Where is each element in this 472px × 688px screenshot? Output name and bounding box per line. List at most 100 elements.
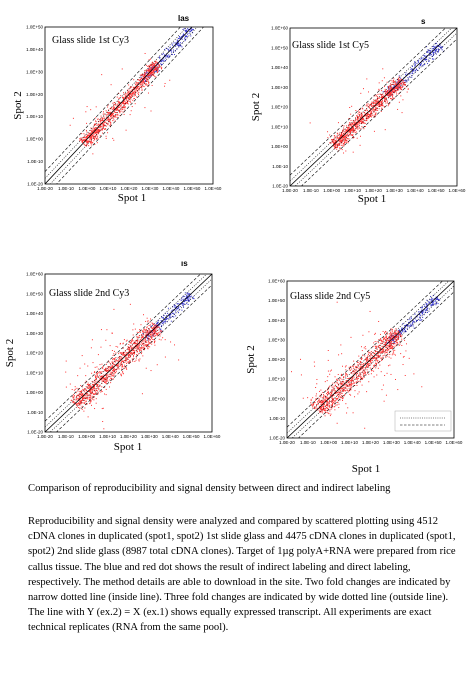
- data-point: [122, 107, 124, 109]
- data-point: [155, 60, 157, 62]
- data-point: [384, 97, 386, 99]
- data-point: [351, 135, 353, 137]
- data-point: [399, 85, 401, 87]
- data-point: [373, 342, 375, 344]
- data-point: [407, 77, 409, 79]
- data-point: [105, 383, 107, 385]
- data-point: [393, 338, 395, 340]
- data-point: [136, 331, 138, 333]
- data-point: [93, 135, 95, 137]
- outlier-point: [140, 324, 142, 326]
- data-point: [112, 370, 114, 372]
- data-point: [119, 101, 121, 103]
- data-point: [384, 343, 386, 345]
- data-point: [390, 88, 392, 90]
- data-point: [87, 141, 89, 143]
- data-point: [387, 86, 389, 88]
- data-point: [414, 65, 416, 67]
- x-tick-label: 1.0E+10: [99, 434, 116, 439]
- data-point: [429, 52, 431, 54]
- data-point: [149, 339, 151, 341]
- data-point: [364, 373, 366, 375]
- data-point: [371, 108, 373, 110]
- data-point: [405, 343, 407, 345]
- data-point: [366, 118, 368, 120]
- data-point: [338, 391, 340, 393]
- data-point: [396, 82, 398, 84]
- data-point: [93, 127, 95, 129]
- data-point: [356, 115, 358, 117]
- data-point: [391, 95, 393, 97]
- y-tick-label: 1.0E+20: [271, 105, 288, 110]
- data-point: [150, 64, 152, 66]
- data-point: [400, 83, 402, 85]
- data-point: [149, 70, 151, 72]
- data-point: [320, 401, 322, 403]
- data-point: [96, 124, 98, 126]
- data-point: [152, 64, 154, 66]
- data-point: [422, 61, 424, 63]
- data-point: [347, 385, 349, 387]
- data-point: [420, 319, 422, 321]
- data-point: [182, 298, 184, 300]
- data-point: [358, 113, 360, 115]
- data-point: [152, 72, 154, 74]
- data-point: [400, 333, 402, 335]
- data-point: [152, 67, 154, 69]
- data-point: [157, 68, 159, 70]
- data-point: [170, 316, 172, 318]
- data-point: [412, 322, 414, 324]
- data-point: [88, 387, 89, 389]
- y-tick-label: 1.0E+00: [271, 144, 288, 149]
- data-point: [84, 392, 86, 394]
- data-point: [96, 137, 98, 139]
- data-point: [423, 57, 425, 59]
- data-point: [369, 364, 371, 366]
- data-point: [75, 399, 77, 401]
- data-point: [370, 362, 372, 364]
- data-point: [170, 50, 172, 52]
- data-point: [396, 337, 398, 339]
- data-point: [78, 395, 80, 397]
- outlier-point: [341, 380, 343, 382]
- data-point: [162, 316, 164, 318]
- data-point: [352, 365, 354, 367]
- data-point: [368, 352, 370, 354]
- data-point: [100, 117, 102, 119]
- two-fold-line: [49, 27, 198, 184]
- data-point: [438, 46, 440, 47]
- data-point: [114, 120, 116, 122]
- data-point: [392, 338, 394, 340]
- outlier-point: [341, 353, 343, 355]
- data-point: [364, 369, 366, 371]
- data-point: [422, 306, 424, 308]
- outlier-point: [129, 303, 131, 305]
- data-point: [412, 320, 414, 322]
- data-point: [104, 370, 106, 372]
- data-point: [411, 65, 413, 67]
- data-point: [400, 333, 402, 335]
- data-point: [403, 82, 405, 84]
- data-point: [91, 136, 93, 138]
- data-point: [348, 384, 350, 386]
- data-point: [107, 104, 109, 106]
- data-point: [369, 115, 371, 117]
- data-point: [394, 89, 396, 91]
- data-point: [77, 398, 79, 400]
- data-point: [118, 97, 120, 99]
- data-point: [178, 42, 180, 44]
- data-point: [164, 56, 166, 58]
- data-point: [343, 135, 345, 137]
- data-point: [320, 402, 322, 404]
- data-point: [414, 71, 416, 73]
- data-point: [397, 339, 399, 340]
- outlier-point: [343, 387, 345, 389]
- data-point: [153, 334, 155, 336]
- data-point: [351, 128, 353, 130]
- data-point: [409, 73, 411, 75]
- data-point: [187, 28, 189, 30]
- data-point: [91, 135, 93, 137]
- data-point: [83, 139, 85, 141]
- data-point: [404, 330, 406, 332]
- data-point: [373, 114, 375, 116]
